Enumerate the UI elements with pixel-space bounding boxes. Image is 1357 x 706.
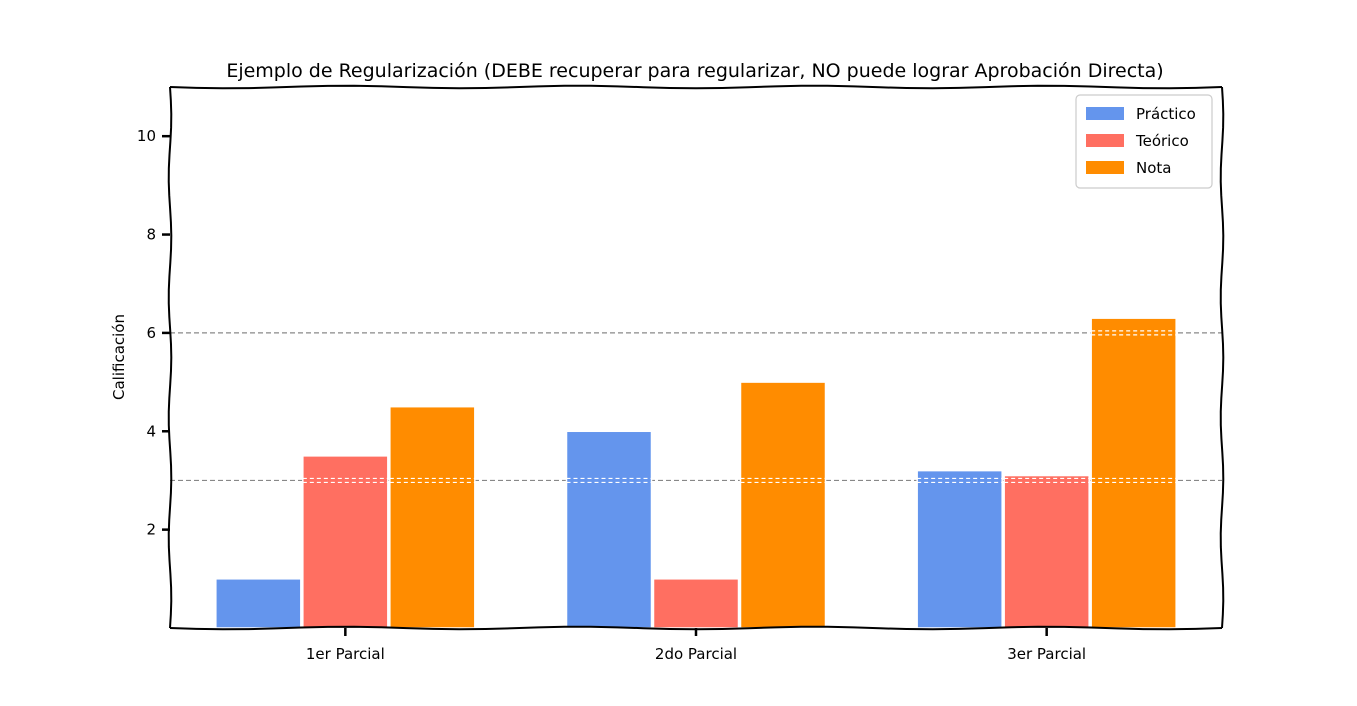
bar — [916, 469, 1003, 629]
legend-swatch — [1086, 134, 1124, 147]
legend: Práctico Teórico Nota — [1075, 94, 1213, 189]
legend-label: Teórico — [1135, 132, 1189, 150]
bar — [565, 430, 653, 629]
legend-swatch — [1086, 107, 1124, 120]
bar — [215, 578, 302, 629]
y-tick-label: 4 — [146, 422, 156, 440]
bar — [1090, 317, 1177, 629]
legend-label: Nota — [1136, 159, 1171, 177]
plot-area: 2 4 6 8 10 1er Parcial 2do Parcial 3er Parcial — [137, 84, 1225, 663]
y-axis-line — [167, 86, 173, 629]
y-tick-label: 8 — [146, 226, 156, 244]
chart-title: Ejemplo de Regularización (DEBE recupera… — [226, 60, 1163, 82]
bar — [652, 578, 740, 629]
bar — [302, 455, 389, 629]
x-tick-label: 1er Parcial — [306, 645, 385, 663]
legend-label: Práctico — [1136, 105, 1196, 123]
bar — [739, 381, 827, 629]
y-tick-label: 2 — [146, 521, 156, 539]
bar — [389, 405, 476, 629]
y-tick-label: 10 — [137, 127, 156, 145]
x-tick-label: 2do Parcial — [655, 645, 737, 663]
x-tick-label: 3er Parcial — [1007, 645, 1086, 663]
axis-frame-top — [169, 84, 1223, 90]
y-tick-label: 6 — [146, 324, 156, 342]
legend-swatch — [1086, 161, 1124, 174]
axis-frame-right — [1219, 86, 1225, 629]
y-axis-label: Calificación — [110, 314, 128, 400]
bar — [1003, 474, 1090, 629]
